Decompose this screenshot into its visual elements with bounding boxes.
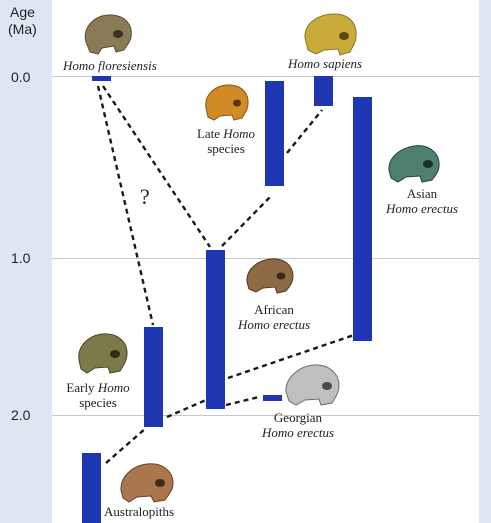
skull-sapiens-icon bbox=[304, 13, 357, 56]
label-homo-floresiensis: Homo floresiensis bbox=[63, 58, 157, 73]
uncertain-question-mark: ? bbox=[140, 184, 150, 209]
connector-floresiensis-african bbox=[102, 85, 211, 248]
connector-african-georgian bbox=[225, 395, 260, 407]
skull-floresiensis-icon bbox=[84, 14, 132, 55]
connector-african-latehomo bbox=[221, 194, 273, 247]
label-early-homo: Early Homo species bbox=[66, 380, 130, 410]
bar-asian-homo-erectus bbox=[353, 97, 372, 341]
bar-georgian-homo-erectus bbox=[263, 395, 282, 401]
connector-earlyhomo-african bbox=[166, 398, 207, 419]
bar-late-homo bbox=[265, 81, 284, 186]
gridline-1 bbox=[52, 258, 479, 259]
label-asian-homo-erectus: Asian Homo erectus bbox=[385, 186, 459, 216]
skull-australopith-icon bbox=[120, 463, 174, 503]
label-homo-sapiens: Homo sapiens bbox=[288, 56, 363, 71]
tick-label-0: 0.0 bbox=[11, 69, 31, 85]
skull-georgian-erectus-icon bbox=[285, 364, 340, 406]
connector-floresiensis-earlyhomo bbox=[96, 85, 155, 326]
bar-homo-sapiens bbox=[314, 76, 333, 106]
skull-early-homo-icon bbox=[78, 333, 128, 374]
gridline-0 bbox=[52, 76, 479, 77]
label-georgian-homo-erectus: Georgian Homo erectus bbox=[261, 410, 335, 440]
tick-label-2: 2.0 bbox=[11, 407, 31, 423]
skull-african-erectus-icon bbox=[246, 258, 294, 294]
bar-african-homo-erectus bbox=[206, 250, 225, 409]
skull-asian-erectus-icon bbox=[388, 145, 440, 183]
label-late-homo: Late Homo species bbox=[196, 126, 256, 156]
bar-homo-floresiensis bbox=[92, 76, 111, 81]
connector-african-asian bbox=[227, 333, 355, 380]
axis-title-unit: (Ma) bbox=[8, 21, 37, 37]
label-australopiths: Australopiths bbox=[104, 504, 175, 519]
bar-australopiths bbox=[82, 453, 101, 523]
label-african-homo-erectus: African Homo erectus bbox=[237, 302, 311, 332]
axis-title-age: Age bbox=[10, 4, 35, 20]
gridline-2 bbox=[52, 415, 479, 416]
skull-late-homo-icon bbox=[205, 84, 249, 121]
bar-early-homo bbox=[144, 327, 163, 427]
connector-latehomo-sapiens bbox=[286, 109, 323, 154]
tick-label-1: 1.0 bbox=[11, 250, 31, 266]
